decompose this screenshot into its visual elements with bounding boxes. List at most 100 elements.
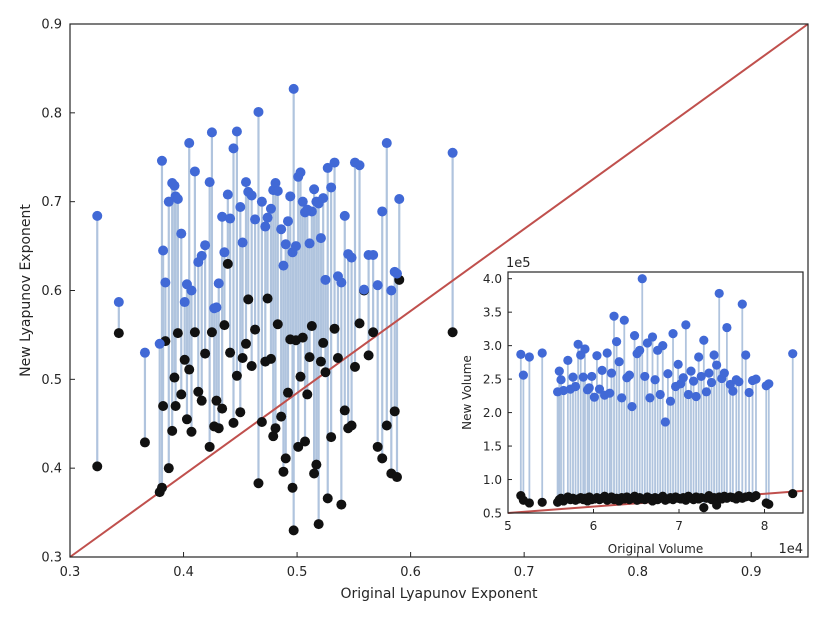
inset-new-point	[683, 389, 694, 400]
main-new-point	[240, 177, 251, 188]
inset-new-point	[645, 393, 655, 403]
main-original-point	[270, 423, 281, 434]
main-original-point	[189, 327, 200, 338]
main-new-point	[278, 260, 289, 271]
inset-y-tick-label: 1.0	[483, 473, 502, 487]
main-new-point	[235, 201, 246, 212]
main-original-point	[381, 420, 392, 431]
main-new-point	[346, 252, 357, 263]
inset-x-axis-label: Original Volume	[608, 542, 703, 556]
inset-new-point	[635, 345, 645, 355]
main-new-point	[447, 147, 458, 158]
main-x-tick-label: 0.9	[741, 565, 762, 580]
inset-y-multiplier: 1e5	[506, 256, 531, 271]
main-new-point	[336, 277, 347, 288]
main-original-point	[282, 387, 293, 398]
main-original-point	[268, 431, 279, 442]
inset-y-tick-label: 2.5	[483, 373, 502, 387]
main-new-point	[186, 285, 197, 296]
inset-new-point	[537, 348, 547, 358]
inset-new-point	[706, 377, 717, 388]
inset-new-point	[640, 371, 650, 382]
main-new-point	[228, 143, 239, 154]
main-original-point	[184, 364, 195, 375]
main-new-point	[219, 247, 230, 258]
main-original-point	[200, 348, 211, 359]
main-new-point	[200, 240, 211, 251]
main-original-point	[276, 411, 287, 422]
inset-new-point	[637, 274, 647, 284]
inset-x-tick-label: 8	[761, 519, 769, 533]
main-original-point	[181, 414, 192, 425]
inset-original-point	[788, 488, 798, 499]
main-new-point	[113, 297, 124, 308]
inset-new-point	[597, 365, 607, 376]
main-original-point	[113, 328, 124, 339]
main-new-point	[272, 186, 283, 197]
main-x-tick-label: 0.5	[287, 565, 308, 580]
main-new-point	[172, 194, 183, 205]
main-x-tick-label: 0.4	[173, 565, 194, 580]
main-new-point	[139, 347, 150, 358]
inset-new-point	[619, 315, 629, 325]
inset-x-multiplier: 1e4	[778, 542, 803, 557]
inset-new-point	[611, 337, 622, 347]
main-new-point	[231, 126, 242, 137]
main-new-point	[295, 167, 306, 178]
main-original-point	[250, 324, 261, 335]
main-new-point	[377, 206, 388, 217]
inset-new-point	[558, 385, 569, 396]
main-y-ticks: 0.3 0.4 0.5 0.6 0.7 0.8 0.9	[41, 18, 75, 566]
main-new-point	[265, 203, 276, 214]
main-original-point	[389, 406, 400, 417]
main-y-tick-label: 0.6	[41, 284, 62, 299]
inset-new-point	[592, 351, 602, 361]
main-original-point	[368, 327, 379, 338]
inset-new-points-layer	[516, 274, 798, 427]
inset-new-point	[704, 368, 714, 378]
main-original-point	[228, 417, 239, 428]
inset-new-point	[744, 387, 754, 398]
inset-new-point	[681, 320, 691, 330]
main-original-point	[349, 361, 360, 372]
main-new-point	[206, 127, 217, 138]
main-new-point	[163, 196, 174, 207]
main-original-point	[297, 332, 308, 343]
main-new-point	[290, 241, 301, 252]
inset-y-tick-label: 3.5	[483, 306, 502, 320]
main-original-point	[315, 356, 326, 367]
main-original-point	[211, 395, 222, 406]
main-new-point	[217, 211, 228, 222]
main-original-point	[391, 472, 402, 483]
main-original-point	[256, 416, 267, 427]
main-new-point	[154, 338, 165, 349]
main-new-point	[158, 245, 169, 256]
inset-new-point	[696, 371, 706, 382]
main-original-points-layer	[92, 258, 458, 536]
main-original-point	[176, 389, 187, 400]
main-new-point	[270, 178, 281, 189]
inset-new-point	[650, 375, 660, 385]
main-new-point	[282, 216, 293, 227]
inset-new-point	[665, 396, 676, 406]
inset-new-point	[737, 299, 747, 309]
main-new-point	[280, 239, 291, 250]
main-new-point	[326, 182, 337, 193]
inset-new-point	[605, 388, 615, 398]
main-original-point	[377, 453, 388, 464]
main-original-point	[320, 367, 331, 378]
main-original-point	[363, 350, 374, 361]
inset-original-point	[537, 497, 547, 507]
main-original-point	[302, 389, 313, 400]
main-original-point	[222, 258, 233, 269]
inset-new-point	[602, 348, 612, 358]
main-original-point	[304, 352, 315, 363]
main-new-point	[225, 213, 236, 224]
inset-new-point	[647, 332, 658, 342]
inset-new-point	[751, 374, 761, 384]
main-new-point	[304, 238, 315, 249]
inset-new-point	[686, 366, 696, 376]
main-original-point	[158, 400, 169, 411]
main-new-point	[339, 210, 350, 221]
